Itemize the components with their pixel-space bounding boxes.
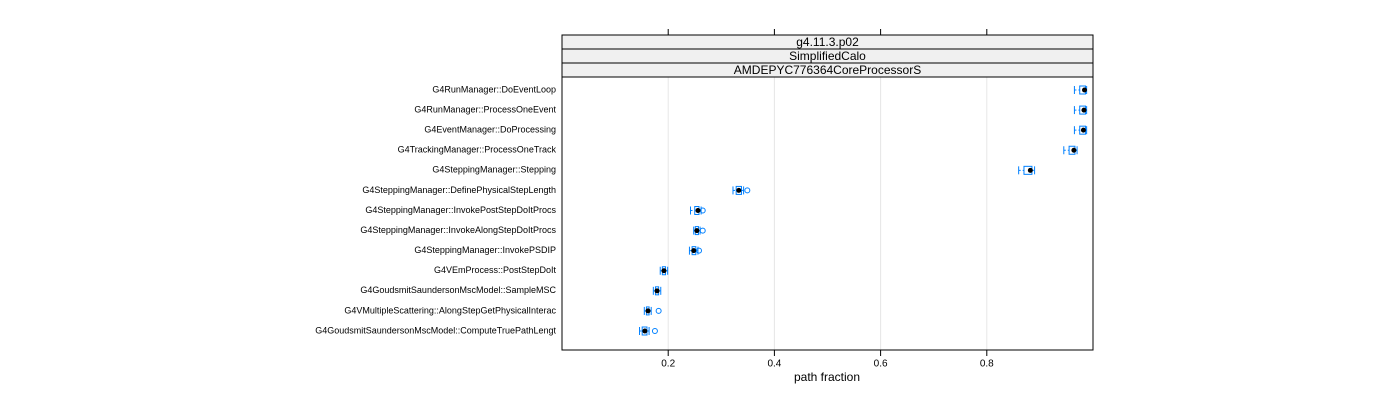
x-tick-label: 0.4 — [767, 359, 781, 370]
median — [1081, 107, 1087, 113]
x-tick-label: 0.6 — [874, 359, 888, 370]
median — [1080, 127, 1086, 133]
y-tick-label: G4SteppingManager::InvokePostStepDoItPro… — [365, 205, 556, 215]
y-tick-label: G4RunManager::ProcessOneEvent — [414, 104, 556, 114]
box — [735, 185, 742, 195]
strip-label: g4.11.3.p02 — [796, 35, 859, 49]
outlier — [651, 328, 658, 334]
median — [642, 328, 648, 334]
median — [736, 187, 742, 193]
median — [694, 228, 700, 234]
outlier — [695, 247, 702, 254]
y-tick-label: G4GoudsmitSaundersonMscModel::ComputeTru… — [315, 325, 556, 335]
x-tick-label: 0.8 — [980, 359, 994, 370]
strip-label: SimplifiedCalo — [789, 49, 866, 63]
y-tick-label: G4RunManager::DoEventLoop — [432, 84, 556, 94]
y-tick-label: G4TrackingManager::ProcessOneTrack — [398, 145, 557, 155]
outlier — [699, 227, 706, 234]
outlier — [655, 307, 662, 314]
y-tick-label: G4GoudsmitSaundersonMscModel::SampleMSC — [360, 285, 556, 295]
median — [1027, 167, 1033, 173]
y-tick-label: G4SteppingManager::Stepping — [432, 165, 556, 175]
y-tick-label: G4EventManager::DoProcessing — [424, 125, 556, 135]
median — [695, 208, 701, 213]
median — [661, 268, 667, 274]
median — [691, 248, 697, 254]
y-tick-label: G4SteppingManager::InvokePSDIP — [414, 245, 556, 255]
y-tick-label: G4VMultipleScattering::AlongStepGetPhysi… — [344, 305, 556, 315]
strip-label: AMDEPYC776364CoreProcessorS — [734, 63, 921, 77]
y-tick-label: G4SteppingManager::DefinePhysicalStepLen… — [362, 185, 556, 195]
x-tick-label: 0.2 — [661, 359, 675, 370]
median — [654, 288, 660, 294]
panel-frame — [561, 34, 1094, 351]
y-tick-label: G4VEmProcess::PostStepDoIt — [434, 265, 557, 275]
x-axis-label: path fraction — [794, 370, 860, 384]
y-tick-label: G4SteppingManager::InvokeAlongStepDoItPr… — [360, 225, 556, 235]
outlier — [744, 187, 751, 194]
median — [1082, 87, 1088, 93]
median — [1071, 147, 1077, 153]
median — [645, 308, 651, 314]
